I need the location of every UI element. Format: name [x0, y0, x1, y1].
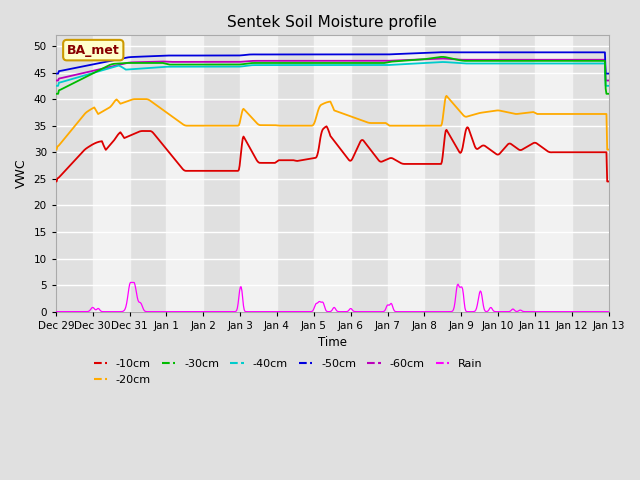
- Bar: [572, 36, 609, 312]
- Bar: [204, 36, 240, 312]
- Bar: [129, 36, 166, 312]
- Legend: -10cm, -20cm, -30cm, -40cm, -50cm, -60cm, Rain: -10cm, -20cm, -30cm, -40cm, -50cm, -60cm…: [89, 355, 487, 389]
- Title: Sentek Soil Moisture profile: Sentek Soil Moisture profile: [227, 15, 437, 30]
- Bar: [424, 36, 461, 312]
- Bar: [498, 36, 535, 312]
- Bar: [314, 36, 351, 312]
- Bar: [277, 36, 314, 312]
- X-axis label: Time: Time: [318, 336, 347, 349]
- Bar: [535, 36, 572, 312]
- Bar: [388, 36, 424, 312]
- Bar: [166, 36, 204, 312]
- Text: BA_met: BA_met: [67, 44, 120, 57]
- Bar: [56, 36, 93, 312]
- Bar: [351, 36, 388, 312]
- Bar: [240, 36, 277, 312]
- Bar: [461, 36, 498, 312]
- Bar: [93, 36, 129, 312]
- Y-axis label: VWC: VWC: [15, 159, 28, 188]
